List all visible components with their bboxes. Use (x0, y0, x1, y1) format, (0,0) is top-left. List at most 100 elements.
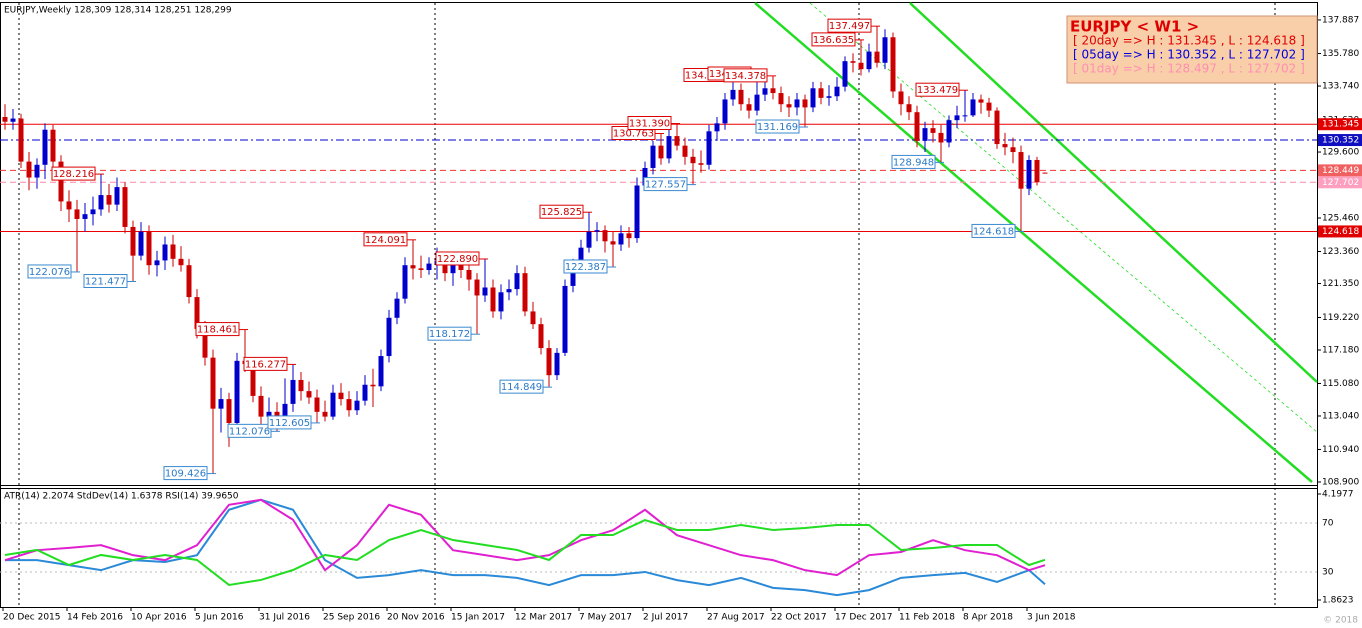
high-label: 124.091 (365, 235, 406, 246)
candle-body (482, 287, 488, 296)
low-label: 114.849 (501, 382, 542, 393)
high-label: 131.390 (629, 119, 670, 130)
info-box (1066, 15, 1318, 84)
candle-body (994, 110, 1000, 145)
x-tick-label: 15 Jan 2017 (451, 613, 505, 623)
candle-body (26, 161, 32, 178)
low-label-box (427, 326, 472, 341)
candle-body (266, 411, 272, 417)
x-tick-label: 12 Mar 2017 (515, 613, 572, 623)
candle-body (754, 94, 760, 111)
candle-body (602, 230, 608, 242)
candle-body (826, 96, 832, 98)
candle-body (786, 104, 792, 108)
y-tick-label: 137.887 (1322, 15, 1359, 25)
candle-body (314, 397, 320, 412)
high-label: 136.635 (813, 35, 854, 46)
info-line: [ 01day => H : 128.497 , L : 127.702 ] (1073, 62, 1305, 76)
candle-body (338, 392, 344, 400)
low-label: 127.557 (645, 180, 686, 191)
candle-body (50, 129, 56, 162)
candle-body (842, 61, 848, 87)
candle-body (578, 247, 584, 267)
high-label: 133.479 (917, 85, 958, 96)
x-tick-label: 17 Dec 2017 (835, 613, 893, 623)
candle-body (1018, 152, 1024, 189)
candle-body (442, 260, 448, 274)
x-tick-label: 10 Apr 2016 (131, 613, 187, 623)
candle-body (898, 91, 904, 105)
candle-body (58, 161, 64, 202)
candle-body (210, 357, 216, 409)
candle-body (154, 260, 160, 266)
candle-body (202, 328, 208, 358)
candle-body (730, 89, 736, 100)
candle-body (866, 51, 872, 70)
indicator-line (4, 498, 1046, 577)
level-tag-label: 130.352 (1322, 136, 1359, 146)
candle-body (522, 273, 528, 312)
low-label-box (163, 466, 208, 481)
candle-body (642, 167, 648, 186)
candle-body (530, 311, 536, 325)
channel-lower (754, 2, 1313, 483)
candle-body (402, 265, 408, 299)
indicator-tick-label: 1.8623 (1322, 596, 1354, 606)
level-tag (1318, 118, 1362, 131)
low-label-box (27, 264, 72, 279)
high-label: 128.216 (53, 169, 94, 180)
candle-body (986, 102, 992, 111)
y-tick-label: 108.900 (1322, 477, 1359, 487)
candle-body (914, 112, 920, 141)
candle-body (426, 263, 432, 270)
candle-body (810, 88, 816, 108)
candle-body (218, 399, 224, 409)
candle-body (418, 268, 424, 270)
high-label: 134.378 (725, 71, 766, 82)
candle-body (762, 88, 768, 95)
info-line: [ 05day => H : 130.352 , L : 127.702 ] (1073, 48, 1305, 62)
candle-body (2, 116, 8, 122)
level-tag-label: 128.449 (1322, 166, 1359, 176)
x-tick-label: 2 Jul 2017 (643, 613, 688, 623)
candle-body (618, 233, 624, 245)
candle-body (490, 287, 496, 312)
level-tag-label: 131.345 (1322, 120, 1359, 130)
x-tick-label: 14 Feb 2016 (67, 613, 123, 623)
candle-body (34, 164, 40, 178)
candle-body (498, 292, 504, 312)
candle-body (818, 88, 824, 98)
candle-body (354, 400, 360, 411)
y-tick-label: 133.740 (1322, 82, 1359, 92)
candle-body (186, 265, 192, 298)
level-tag (1318, 225, 1362, 238)
y-tick-label: 115.080 (1322, 379, 1359, 389)
candle-body (138, 231, 144, 256)
candle-body (562, 285, 568, 353)
candle-body (834, 86, 840, 97)
candle-body (466, 269, 472, 280)
candle-body (370, 384, 376, 387)
candle-body (778, 93, 784, 105)
candle-body (234, 360, 240, 423)
low-label-box (755, 119, 800, 134)
candle-body (962, 115, 968, 117)
candle-body (594, 230, 600, 232)
candle-body (666, 136, 672, 159)
low-label: 109.426 (165, 469, 206, 480)
candle-body (770, 88, 776, 94)
candle-body (890, 37, 896, 92)
candle-body (114, 187, 120, 205)
candle-body (450, 263, 456, 274)
level-tag (1318, 164, 1362, 177)
candle-body (1010, 147, 1016, 153)
x-tick-label: 11 Feb 2018 (899, 613, 955, 623)
low-label-box (499, 379, 544, 394)
high-label: 137.497 (829, 21, 870, 32)
low-label: 122.076 (29, 267, 70, 278)
candle-body (978, 99, 984, 103)
candle-body (658, 145, 664, 159)
candle-body (10, 118, 16, 122)
x-tick-label: 8 Apr 2018 (963, 613, 1013, 623)
high-label-box (243, 356, 288, 371)
